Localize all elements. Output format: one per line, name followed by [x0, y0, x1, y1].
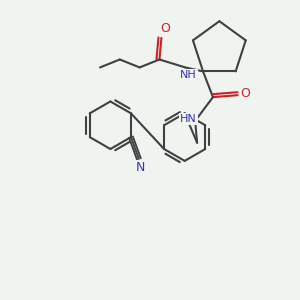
- Text: O: O: [241, 87, 250, 100]
- Text: HN: HN: [180, 114, 196, 124]
- Text: O: O: [160, 22, 170, 35]
- Text: NH: NH: [180, 70, 196, 80]
- Text: N: N: [136, 161, 146, 174]
